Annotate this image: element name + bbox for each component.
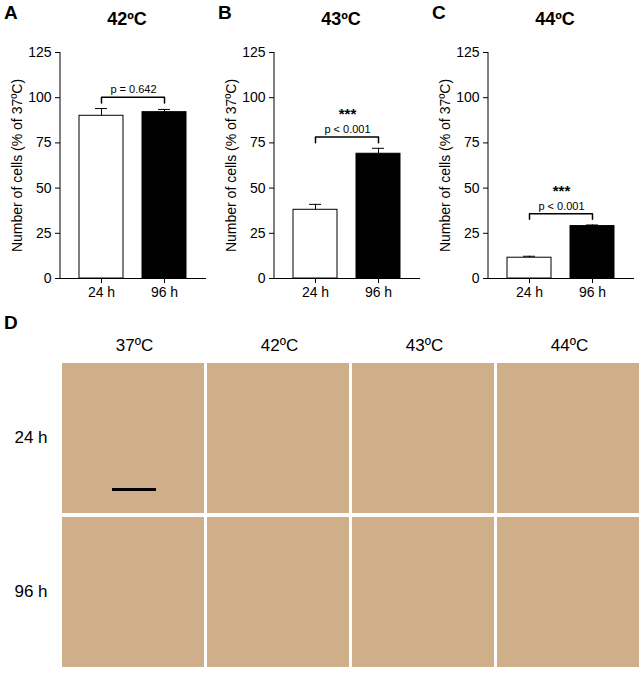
svg-text:96 h: 96 h [579, 284, 606, 300]
html-text:A: A [4, 2, 18, 23]
html-text:44ºC: 44ºC [550, 336, 589, 355]
html-text:42ºC: 42ºC [107, 9, 147, 29]
svg-text:25: 25 [250, 225, 266, 241]
svg-text:100: 100 [242, 89, 266, 105]
svg-text:75: 75 [250, 134, 266, 150]
svg-text:24 h: 24 h [516, 284, 543, 300]
svg-text:50: 50 [464, 180, 480, 196]
html-text:C: C [432, 2, 446, 23]
html-text:B: B [218, 2, 232, 23]
html-text:43ºC: 43ºC [321, 9, 361, 29]
svg-text:75: 75 [36, 134, 52, 150]
svg-text:50: 50 [250, 180, 266, 196]
html-text:24 h: 24 h [14, 428, 48, 447]
svg-text:125: 125 [242, 44, 266, 60]
svg-text:p < 0.001: p < 0.001 [324, 123, 370, 135]
svg-text:96 h: 96 h [151, 284, 178, 300]
html-text:37ºC: 37ºC [115, 336, 154, 355]
svg-text:***: *** [339, 105, 357, 122]
svg-text:Number of cells (% of 37ºC): Number of cells (% of 37ºC) [9, 79, 25, 252]
svg-text:50: 50 [36, 180, 52, 196]
html-text:43ºC: 43ºC [405, 336, 444, 355]
svg-text:***: *** [553, 182, 571, 199]
svg-text:0: 0 [44, 270, 52, 286]
svg-text:25: 25 [464, 225, 480, 241]
svg-text:125: 125 [28, 44, 52, 60]
html-text:44ºC: 44ºC [535, 9, 575, 29]
html-text:D: D [4, 312, 18, 333]
svg-text:p = 0.642: p = 0.642 [110, 83, 156, 95]
svg-text:24 h: 24 h [88, 284, 115, 300]
svg-text:Number of cells (% of 37ºC): Number of cells (% of 37ºC) [437, 79, 453, 252]
html-text:96 h: 96 h [14, 582, 48, 601]
svg-text:125: 125 [456, 44, 480, 60]
svg-text:p < 0.001: p < 0.001 [538, 200, 584, 212]
svg-text:25: 25 [36, 225, 52, 241]
svg-text:0: 0 [258, 270, 266, 286]
svg-text:100: 100 [456, 89, 480, 105]
svg-text:100: 100 [28, 89, 52, 105]
svg-text:96 h: 96 h [365, 284, 392, 300]
html-text:42ºC: 42ºC [260, 336, 299, 355]
svg-text:24 h: 24 h [302, 284, 329, 300]
svg-text:75: 75 [464, 134, 480, 150]
svg-text:Number of cells (% of 37ºC): Number of cells (% of 37ºC) [223, 79, 239, 252]
svg-text:0: 0 [472, 270, 480, 286]
